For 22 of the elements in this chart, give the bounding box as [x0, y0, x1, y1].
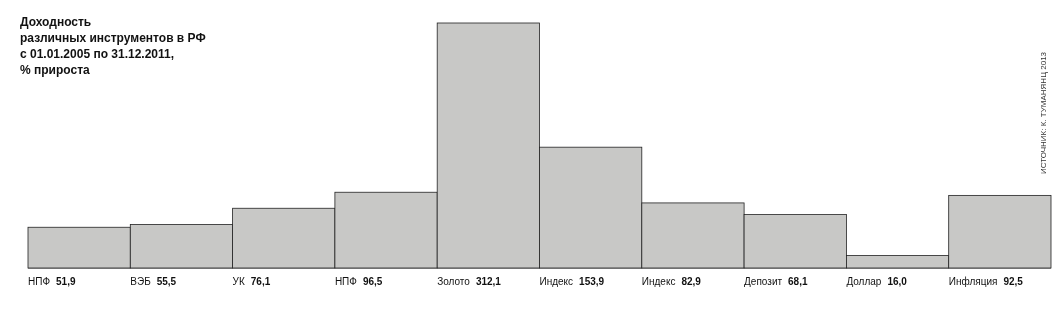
- data-label: 153,9: [579, 276, 605, 287]
- x-tick-label: УК: [232, 276, 245, 287]
- x-tick-label: Депозит: [744, 276, 783, 287]
- data-label: 96,5: [362, 276, 383, 287]
- x-tick-label: ВЭБ: [130, 276, 151, 287]
- data-label: 92,5: [1003, 276, 1024, 287]
- data-label: 82,9: [681, 276, 702, 287]
- data-label: 68,1: [788, 276, 808, 287]
- data-label: 312,1: [475, 276, 502, 287]
- data-label: 76,1: [250, 276, 271, 287]
- text: Доходность различных инструментов в РФ с 01.01.2005 по 31.12.2011, % прироста: [20, 15, 206, 77]
- x-tick-label: Золото: [437, 276, 470, 287]
- annotation: ИСТОЧНИК: К. ТУМАНЯНЦ 2013: [1039, 51, 1048, 175]
- x-tick-label: Индекс: [641, 276, 676, 287]
- x-tick-label: НПФ: [28, 276, 51, 287]
- x-tick-label: Индекс: [539, 276, 574, 287]
- x-tick-label: Доллар: [846, 276, 882, 287]
- data-label: 51,9: [56, 276, 76, 287]
- data-label: 16,0: [887, 276, 908, 287]
- x-tick-label: НПФ: [334, 276, 357, 287]
- data-label: 55,5: [156, 276, 177, 287]
- x-tick-label: Инфляция: [948, 276, 998, 287]
